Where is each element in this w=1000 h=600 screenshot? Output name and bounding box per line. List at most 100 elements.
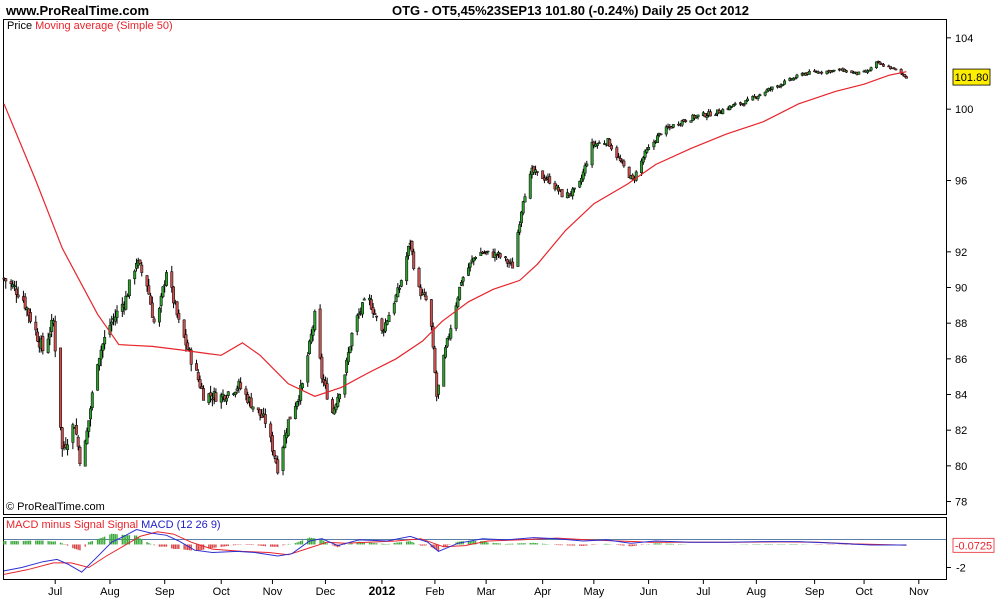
x-tick-label: Sep — [155, 586, 175, 598]
candle-body — [152, 318, 156, 323]
candle-body — [392, 303, 396, 314]
x-tick-label: Feb — [425, 586, 444, 598]
candle-body — [733, 103, 737, 105]
candle-body — [272, 450, 276, 457]
candle-body — [387, 314, 391, 322]
candle-body — [318, 308, 322, 359]
candle-body — [126, 295, 130, 298]
candle-body — [150, 302, 154, 318]
candle-body — [592, 141, 596, 146]
candle-body — [671, 124, 675, 128]
x-tick-label: Jun — [640, 586, 658, 598]
moving-average-line — [3, 71, 907, 397]
candle-body — [332, 407, 336, 415]
candle-body — [429, 299, 433, 327]
candle-body — [13, 285, 17, 288]
candle-body — [311, 326, 315, 336]
candle-body — [495, 254, 499, 256]
candle-body — [664, 126, 668, 135]
candle-body — [83, 440, 87, 467]
candle-body — [516, 232, 520, 267]
candle-body — [541, 170, 545, 180]
candle-body — [807, 71, 811, 75]
candle-body — [746, 98, 749, 102]
candle-body — [258, 409, 262, 416]
candle-body — [89, 408, 92, 420]
candle-body — [202, 388, 206, 401]
candle-body — [87, 420, 91, 432]
x-tick-label: Nov — [263, 586, 283, 598]
candle-body — [195, 363, 198, 371]
candle-body — [306, 355, 310, 383]
y-tick-label: 104 — [955, 33, 973, 45]
candle-body — [442, 354, 446, 387]
candle-body — [703, 113, 707, 118]
candle-body — [50, 319, 54, 332]
x-tick-label: Dec — [316, 586, 336, 598]
last-price-tag — [952, 68, 991, 86]
candle-body — [405, 256, 409, 282]
candle-body — [615, 147, 619, 158]
candle-body — [53, 321, 57, 352]
macd-series — [3, 528, 907, 575]
macd-y-tick-label: -2 — [956, 562, 966, 574]
candle-body — [198, 379, 202, 388]
y-tick-label: 86 — [955, 354, 967, 366]
candle-body — [417, 268, 421, 288]
candle-body — [4, 278, 8, 282]
price-y-axis: 78 80 82 84 86 88 90 92 96 100 104 — [946, 33, 973, 509]
candle-body — [334, 404, 338, 411]
candle-body — [97, 357, 101, 367]
candle-body — [751, 96, 755, 101]
candle-body — [505, 259, 509, 264]
candle-body — [66, 444, 70, 450]
candle-body — [523, 196, 527, 203]
macd-value-tag-text: -0.0725 — [955, 540, 992, 552]
price-pane-frame — [3, 19, 947, 515]
candle-body — [445, 338, 449, 347]
macd-pane-label: MACD minus Signal Signal MACD (12 26 9) — [6, 519, 221, 531]
candle-body — [474, 257, 477, 259]
candle-body — [200, 386, 204, 389]
candle-body — [276, 459, 280, 474]
candle-body — [233, 391, 237, 395]
y-tick-label: 96 — [955, 176, 967, 188]
candle-body — [708, 111, 712, 117]
candle-body — [362, 298, 366, 301]
candle-body — [348, 346, 352, 353]
candle-body — [110, 321, 114, 325]
candle-body — [641, 157, 645, 163]
candle-body — [406, 245, 410, 256]
y-tick-label: 84 — [955, 390, 967, 402]
candle-body — [346, 352, 350, 363]
candle-body — [384, 322, 387, 332]
candle-body — [165, 272, 168, 286]
candle-body — [99, 349, 103, 360]
candle-body — [781, 84, 785, 86]
candle-body — [866, 70, 870, 73]
candle-body — [456, 297, 460, 308]
candle-body — [544, 178, 548, 181]
candle-body — [844, 70, 848, 73]
candle-body — [313, 311, 317, 330]
candle-body — [728, 105, 732, 110]
candle-body — [124, 295, 128, 310]
candle-body — [320, 356, 324, 379]
candle-body — [903, 74, 907, 77]
candle-body — [380, 318, 384, 331]
candle-body — [299, 385, 303, 401]
candle-body — [210, 398, 214, 401]
candle-body — [705, 115, 709, 118]
site-title[interactable]: www.ProRealTime.com — [6, 3, 150, 18]
candle-body — [410, 240, 414, 252]
candle-body — [882, 64, 885, 67]
macd-line — [3, 528, 907, 573]
last-price-tag-text: 101.80 — [955, 72, 989, 84]
candle-body — [368, 297, 372, 301]
candle-body — [23, 296, 27, 309]
x-tick-label: May — [583, 586, 604, 598]
candle-body — [361, 302, 364, 315]
candle-body — [793, 77, 797, 80]
candle-body — [689, 120, 693, 123]
candle-body — [9, 281, 13, 284]
